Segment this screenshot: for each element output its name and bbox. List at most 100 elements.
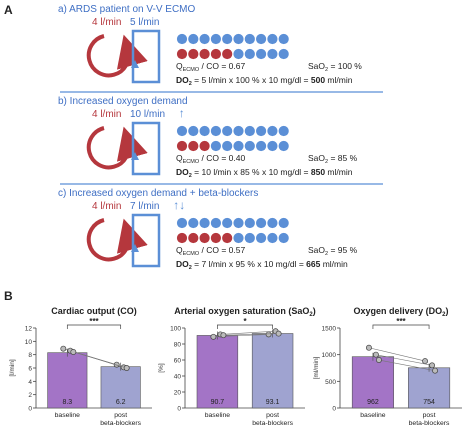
blue-blood-dot <box>244 140 255 152</box>
data-point <box>365 344 372 351</box>
y-tick-label: 2 <box>28 392 32 399</box>
y-tick-label: 0 <box>28 406 32 413</box>
panel-b-label: B <box>4 289 13 303</box>
bar-value-label: 962 <box>367 399 379 406</box>
data-point <box>265 331 272 338</box>
chart-title: Arterial oxygen saturation (SaO2) <box>174 306 315 318</box>
bar <box>100 366 141 409</box>
y-tick-label: 20 <box>174 390 182 397</box>
do2-formula: DO2 = 5 l/min x 100 % x 10 mg/dl = 500 m… <box>176 75 353 87</box>
scenario-2: b) Increased oxygen demand 4 l/min 10 l/mi… <box>58 96 383 185</box>
red-blood-dot <box>176 140 188 152</box>
blue-blood-dot <box>222 140 233 152</box>
sao2-text: SaO2 = 85 % <box>308 153 358 165</box>
data-point <box>70 349 77 355</box>
y-axis-label: [ml/min] <box>313 356 320 379</box>
bar <box>196 335 239 409</box>
blue-blood-dot <box>267 140 278 152</box>
chart-1: Cardiac output (CO) 0 2 4 6 8 10 12 [l/min] 8.3 ba… <box>9 306 152 427</box>
y-tick-label: 40 <box>174 374 182 381</box>
blue-blood-dot <box>188 33 199 45</box>
y-tick-label: 8 <box>28 352 32 359</box>
significance-bracket <box>217 324 273 329</box>
y-tick-label: 60 <box>174 358 182 365</box>
red-blood-dot <box>188 48 199 60</box>
blue-blood-dot <box>233 48 244 60</box>
blue-blood-dot <box>267 125 278 137</box>
blue-blood-dot <box>244 217 255 229</box>
chart-title: Oxygen delivery (DO2) <box>354 306 449 318</box>
bar-chart-group: Cardiac output (CO) 0 2 4 6 8 10 12 [l/min] 8.3 ba… <box>9 306 462 427</box>
y-tick-label: 1500 <box>322 326 337 333</box>
data-point <box>372 351 379 358</box>
blue-blood-dot <box>256 217 267 229</box>
blue-blood-dot <box>256 33 267 45</box>
blue-blood-dot <box>222 217 233 229</box>
category-label: baseline <box>55 412 81 419</box>
y-tick-label: 1000 <box>322 352 337 359</box>
data-point <box>113 361 120 368</box>
blue-blood-dot <box>267 48 278 60</box>
bar-value-label: 90.7 <box>211 399 225 406</box>
red-blood-dot <box>210 48 221 60</box>
y-tick-label: 0 <box>177 406 181 413</box>
significance-bracket <box>66 324 122 329</box>
right-flow-label: 10 l/min <box>130 109 165 120</box>
blue-blood-dot <box>199 217 210 229</box>
chart-title: Cardiac output (CO) <box>51 306 137 316</box>
bar-value-label: 6.2 <box>116 399 126 406</box>
blue-blood-dot <box>278 217 289 229</box>
category-label: baseline <box>360 412 386 419</box>
bar-value-label: 8.3 <box>62 399 72 406</box>
blue-blood-dot <box>244 125 255 137</box>
blue-blood-dot <box>256 125 267 137</box>
y-tick-label: 80 <box>174 342 182 349</box>
blue-blood-dot <box>278 48 289 60</box>
blue-blood-dot <box>233 33 244 45</box>
y-tick-label: 12 <box>25 326 33 333</box>
paired-line <box>375 354 433 366</box>
data-point <box>375 357 382 363</box>
bar <box>47 352 88 409</box>
y-tick-label: 500 <box>325 379 336 386</box>
red-blood-dot <box>176 48 188 60</box>
blue-blood-dot <box>210 140 221 152</box>
y-axis-label: [l/min] <box>9 359 16 377</box>
y-tick-label: 10 <box>25 339 33 346</box>
blue-blood-dot <box>256 140 267 152</box>
bar-value-label: 754 <box>423 399 435 406</box>
category-label: beta-blockers <box>252 420 293 427</box>
red-blood-dot <box>210 232 221 244</box>
y-tick-label: 0 <box>332 406 336 413</box>
blue-blood-dot <box>278 33 289 45</box>
red-blood-dot <box>199 232 210 244</box>
ecmo-circuit <box>131 121 161 176</box>
scenario-list: a) ARDS patient on V-V ECMO 4 l/min 5 l/mi… <box>58 4 383 271</box>
blue-blood-dot <box>176 33 188 45</box>
red-blood-dot <box>188 232 199 244</box>
y-tick-label: 6 <box>28 366 32 373</box>
chart-3: Oxygen delivery (DO2) 0 500 1000 1500 [ml/min… <box>313 306 462 427</box>
blue-blood-dot <box>210 33 221 45</box>
y-tick-label: 4 <box>28 379 32 386</box>
ecmo-circuit <box>131 29 161 84</box>
blue-blood-dot <box>210 217 221 229</box>
significance-marker: *** <box>396 317 406 326</box>
do2-formula: DO2 = 10 l/min x 85 % x 10 mg/dl = 850 m… <box>176 167 353 179</box>
blue-blood-dot <box>256 48 267 60</box>
data-point <box>210 333 217 340</box>
paired-line <box>220 330 276 335</box>
blue-blood-dot <box>244 33 255 45</box>
ecmo-flow-arrowhead <box>131 244 139 252</box>
blue-blood-dot <box>188 125 199 137</box>
blue-blood-dot <box>222 125 233 137</box>
blue-blood-dot <box>278 232 289 244</box>
circulation-arrow <box>86 126 148 170</box>
data-point <box>220 332 227 339</box>
left-flow-label: 4 l/min <box>92 201 121 212</box>
blue-blood-dot <box>233 125 244 137</box>
blue-blood-dot <box>267 217 278 229</box>
panel-a-label: A <box>4 3 13 17</box>
blue-blood-dot <box>222 33 233 45</box>
